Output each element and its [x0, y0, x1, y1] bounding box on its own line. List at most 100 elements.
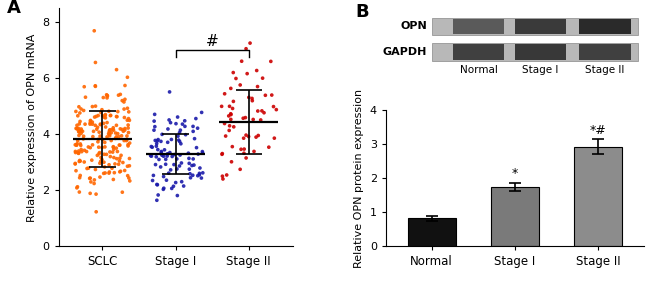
Point [108, 145, 118, 150]
Point [97, 145, 107, 150]
Point [149, 119, 159, 123]
Point [231, 76, 241, 81]
Point [194, 171, 205, 176]
Point [101, 152, 112, 156]
Point [188, 173, 198, 177]
Point [122, 134, 132, 138]
Point [122, 106, 133, 110]
Point [124, 110, 134, 114]
Point [188, 163, 199, 167]
Point [116, 153, 126, 158]
Point [99, 115, 110, 120]
Point [240, 115, 251, 120]
Point [184, 167, 194, 171]
Point [147, 145, 157, 149]
Point [120, 83, 130, 88]
Point [96, 122, 106, 127]
Point [122, 118, 133, 123]
Point [224, 128, 235, 133]
Point [87, 104, 98, 109]
Point [85, 191, 96, 196]
Point [106, 138, 116, 143]
Point [176, 142, 186, 146]
Point [159, 186, 169, 190]
Point [114, 134, 124, 139]
Point [172, 157, 182, 161]
Point [146, 144, 157, 149]
Point [177, 122, 188, 127]
Point [162, 127, 173, 131]
Point [249, 149, 259, 154]
Point [117, 98, 127, 103]
Point [107, 127, 118, 132]
Point [217, 151, 228, 156]
Point [118, 129, 129, 134]
Point [84, 122, 95, 127]
Point [73, 104, 84, 109]
Point [93, 137, 103, 142]
Point [75, 173, 85, 178]
Point [218, 177, 228, 181]
Point [104, 162, 114, 167]
Point [90, 83, 101, 88]
Point [177, 179, 187, 184]
Point [183, 151, 194, 155]
Point [73, 126, 84, 131]
Point [96, 155, 106, 160]
Point [119, 138, 129, 143]
Point [159, 147, 170, 152]
Point [91, 209, 101, 214]
Point [123, 123, 133, 127]
Point [114, 143, 125, 147]
Point [266, 59, 276, 64]
Text: Stage II: Stage II [585, 65, 625, 75]
Point [220, 134, 231, 138]
Point [109, 170, 120, 175]
Point [151, 141, 162, 146]
Point [122, 173, 133, 178]
Point [76, 128, 86, 133]
Text: B: B [355, 3, 369, 22]
Point [74, 190, 85, 194]
Point [70, 150, 81, 155]
Point [109, 147, 119, 152]
Point [188, 157, 198, 161]
Point [92, 127, 102, 132]
Point [175, 128, 185, 132]
Bar [574, 147, 622, 246]
Text: *: * [512, 167, 518, 180]
Point [89, 181, 99, 186]
Point [253, 133, 263, 138]
Point [124, 156, 135, 161]
Point [151, 155, 161, 159]
Text: OPN: OPN [400, 21, 427, 31]
Point [96, 159, 106, 164]
Point [94, 150, 105, 155]
Point [85, 118, 96, 123]
Point [121, 138, 131, 143]
Point [235, 167, 245, 171]
Point [226, 117, 236, 122]
Point [115, 169, 125, 173]
Point [191, 145, 202, 150]
Point [157, 132, 167, 137]
Point [198, 171, 208, 175]
Point [165, 121, 176, 125]
Point [226, 86, 236, 91]
Point [164, 90, 175, 94]
Point [151, 144, 162, 149]
Point [75, 119, 85, 124]
Point [188, 124, 198, 129]
Point [75, 111, 85, 115]
Point [74, 122, 85, 126]
Point [94, 145, 104, 149]
Point [259, 110, 269, 115]
Point [151, 198, 162, 203]
Point [124, 130, 134, 135]
Point [156, 150, 166, 155]
Point [79, 134, 89, 138]
Point [111, 135, 122, 139]
Point [108, 144, 118, 149]
Point [72, 185, 83, 189]
Point [85, 145, 96, 150]
